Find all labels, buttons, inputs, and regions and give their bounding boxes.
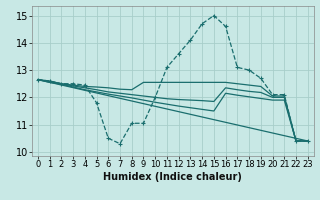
X-axis label: Humidex (Indice chaleur): Humidex (Indice chaleur): [103, 172, 242, 182]
